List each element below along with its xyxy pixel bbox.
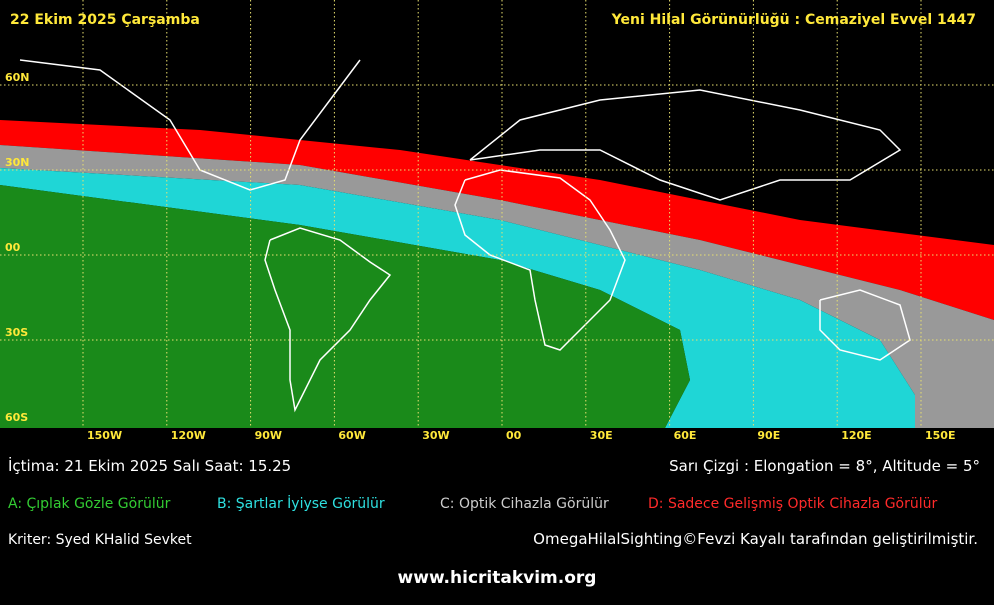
lon-label: 30W — [422, 429, 450, 442]
lat-label: 00 — [5, 241, 21, 254]
lon-label: 90W — [254, 429, 283, 442]
line-note: Sarı Çizgi : Elongation = 8°, Altitude =… — [669, 457, 980, 475]
zone-b — [0, 168, 915, 428]
date: 22 Ekim 2025 Çarşamba — [10, 12, 200, 28]
lon-label: 150W — [87, 429, 123, 442]
lat-label: 60S — [5, 411, 29, 424]
coastlines — [19, 59, 911, 413]
credit: OmegaHilalSighting©Fevzi Kayalı tarafınd… — [533, 530, 978, 548]
legend-d: D: Sadece Gelişmiş Optik Cihazla Görülür — [648, 496, 938, 512]
lat-label: 30S — [5, 326, 29, 339]
grid — [0, 0, 994, 428]
zone-d — [0, 120, 994, 320]
visibility-map — [0, 0, 994, 428]
legend-a: A: Çıplak Gözle Görülür — [8, 496, 171, 512]
legend-c: C: Optik Cihazla Görülür — [440, 496, 609, 512]
lon-label: 150E — [925, 429, 956, 442]
zone-a — [0, 185, 690, 428]
lon-label: 90E — [757, 429, 781, 442]
conjunction: İçtima: 21 Ekim 2025 Salı Saat: 15.25 — [8, 457, 292, 475]
url: www.hicritakvim.org — [397, 568, 597, 588]
criterion: Kriter: Syed KHalid Sevket — [8, 532, 192, 548]
lon-label: 120W — [170, 429, 206, 442]
lon-label: 30E — [589, 429, 613, 442]
lat-label: 30N — [5, 156, 30, 169]
lon-label: 60W — [338, 429, 366, 442]
legend-b: B: Şartlar İyiyse Görülür — [217, 496, 385, 512]
lon-label: 00 — [506, 429, 522, 442]
lon-label: 60E — [673, 429, 697, 442]
zone-c — [0, 145, 994, 428]
title: Yeni Hilal Görünürlüğü : Cemaziyel Evvel… — [611, 12, 976, 28]
lat-label: 60N — [5, 71, 30, 84]
lon-label: 120E — [841, 429, 872, 442]
